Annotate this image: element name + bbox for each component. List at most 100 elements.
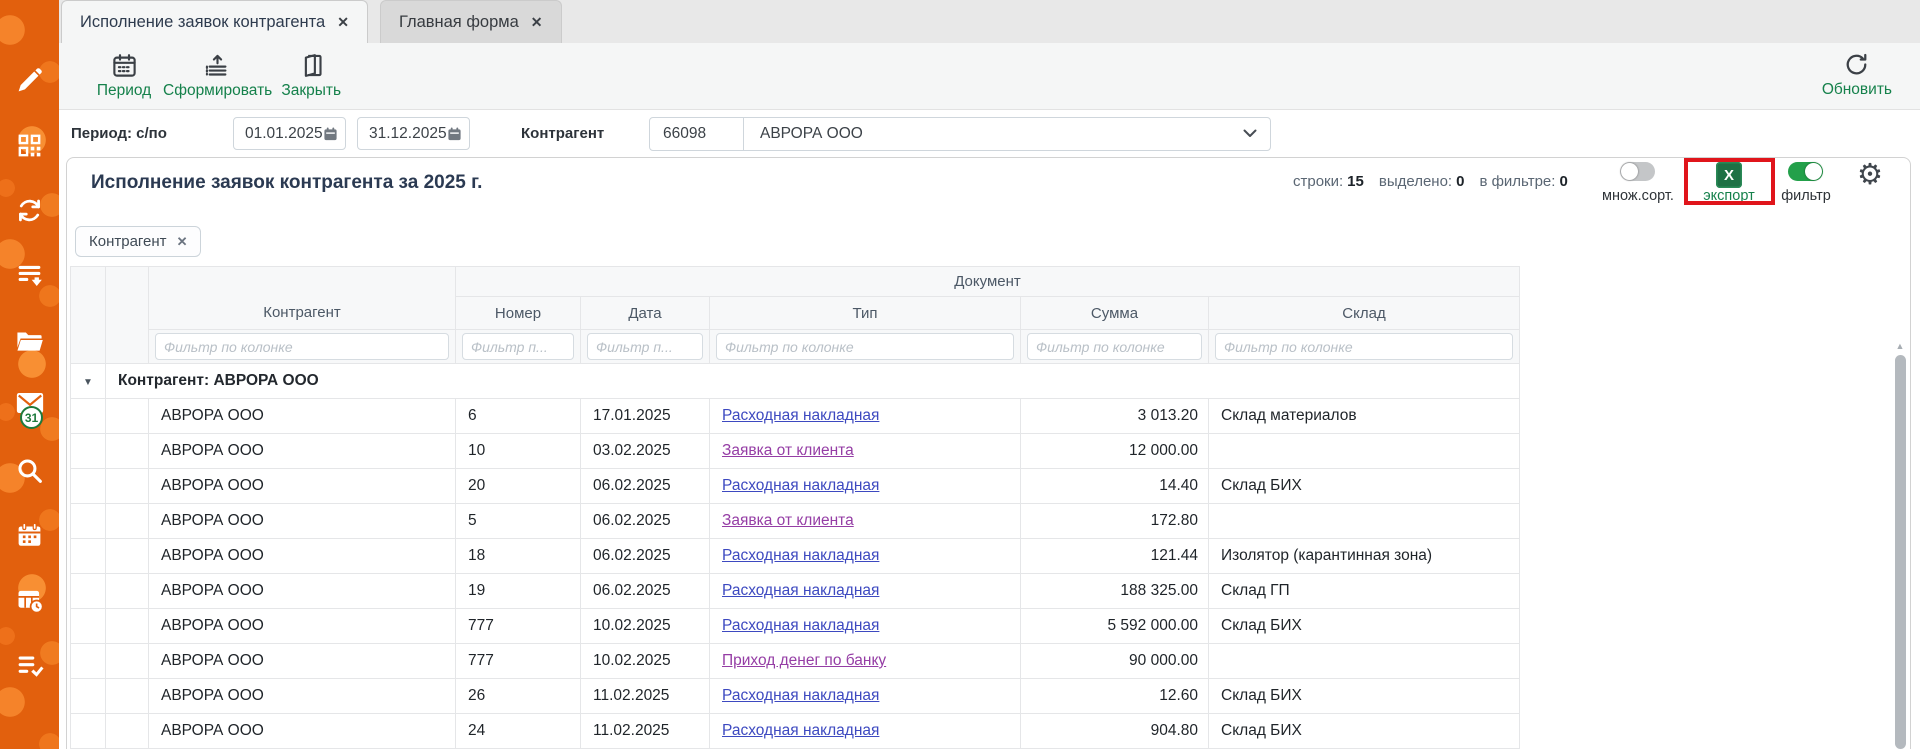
cell-sum: 172.80 <box>1020 503 1209 539</box>
column-header-data[interactable]: Дата <box>580 296 710 330</box>
tab-label: Главная форма <box>398 12 519 31</box>
mail-icon[interactable]: 31 <box>0 390 59 429</box>
column-header-summa[interactable]: Сумма <box>1020 296 1209 330</box>
table-row[interactable]: АВРОРА ООО 19 06.02.2025 Расходная накла… <box>70 573 1521 609</box>
cell-sum: 188 325.00 <box>1020 573 1209 609</box>
cell-date: 10.02.2025 <box>580 608 710 644</box>
group-row[interactable]: ▼ Контрагент: АВРОРА ООО <box>70 363 1521 399</box>
print-queue-icon[interactable] <box>0 261 59 290</box>
cell-contragent: АВРОРА ООО <box>148 503 456 539</box>
vertical-scrollbar[interactable]: ▲ <box>1894 341 1906 749</box>
filter-toggle-label: фильтр <box>1781 188 1831 204</box>
document-link[interactable]: Расходная накладная <box>722 582 880 599</box>
refresh-button[interactable]: Обновить <box>1822 51 1892 99</box>
column-header-contragent[interactable]: Контрагент <box>148 266 456 330</box>
cell-date: 10.02.2025 <box>580 643 710 679</box>
cell-date: 03.02.2025 <box>580 433 710 469</box>
multisort-toggle[interactable] <box>1620 162 1655 181</box>
close-icon[interactable]: ✕ <box>176 233 188 249</box>
tab-glavnaya-forma[interactable]: Главная форма ✕ <box>379 0 562 43</box>
scroll-up-icon[interactable]: ▲ <box>1895 341 1905 351</box>
report-table-icon[interactable] <box>0 586 59 615</box>
task-list-icon[interactable] <box>0 651 59 680</box>
expand-column-header <box>70 266 106 364</box>
door-icon <box>298 52 325 79</box>
cell-contragent: АВРОРА ООО <box>148 608 456 644</box>
column-header-tip[interactable]: Тип <box>709 296 1021 330</box>
filter-input-summa[interactable] <box>1027 333 1202 360</box>
table-row[interactable]: АВРОРА ООО 777 10.02.2025 Приход денег п… <box>70 643 1521 679</box>
cell-date: 06.02.2025 <box>580 573 710 609</box>
document-link[interactable]: Расходная накладная <box>722 617 880 634</box>
document-link[interactable]: Приход денег по банку <box>722 652 887 669</box>
filter-bar: Период: с/по 01.01.2025 31.12.2025 Контр… <box>59 110 1920 157</box>
date-from-input[interactable]: 01.01.2025 <box>233 117 346 150</box>
report-panel: Исполнение заявок контрагента за 2025 г.… <box>66 157 1911 749</box>
document-link[interactable]: Расходная накладная <box>722 407 880 424</box>
filter-input-sklad[interactable] <box>1215 333 1514 360</box>
period-button[interactable]: Период <box>85 52 163 100</box>
calendar-icon[interactable] <box>323 126 338 142</box>
highlight-red-box <box>1684 158 1775 205</box>
generate-report-icon <box>204 52 231 79</box>
document-link[interactable]: Расходная накладная <box>722 687 880 704</box>
contragent-code-field[interactable]: 66098 <box>650 117 744 150</box>
table-row[interactable]: АВРОРА ООО 6 17.01.2025 Расходная наклад… <box>70 398 1521 434</box>
tab-label: Исполнение заявок контрагента <box>80 12 326 31</box>
close-icon[interactable]: ✕ <box>530 13 543 30</box>
cell-number: 24 <box>455 713 581 749</box>
document-link[interactable]: Заявка от клиента <box>722 512 854 529</box>
cell-contragent: АВРОРА ООО <box>148 713 456 749</box>
document-link[interactable]: Расходная накладная <box>722 477 880 494</box>
close-icon[interactable]: ✕ <box>337 13 349 30</box>
cell-date: 06.02.2025 <box>580 538 710 574</box>
cell-contragent: АВРОРА ООО <box>148 573 456 609</box>
contragent-combo[interactable]: 66098 АВРОРА ООО <box>649 116 1271 151</box>
table-row[interactable]: АВРОРА ООО 777 10.02.2025 Расходная накл… <box>70 608 1521 644</box>
cell-date: 06.02.2025 <box>580 468 710 504</box>
collapse-triangle-icon[interactable]: ▼ <box>83 377 93 388</box>
cell-warehouse: Склад БИХ <box>1207 678 1521 714</box>
table-row[interactable]: АВРОРА ООО 20 06.02.2025 Расходная накла… <box>70 468 1521 504</box>
search-icon[interactable] <box>0 456 59 485</box>
contragent-filter-chip[interactable]: Контрагент ✕ <box>75 226 202 257</box>
document-link[interactable]: Расходная накладная <box>722 547 880 564</box>
table-row[interactable]: АВРОРА ООО 10 03.02.2025 Заявка от клиен… <box>70 433 1521 469</box>
table-row[interactable]: АВРОРА ООО 24 11.02.2025 Расходная накла… <box>70 713 1521 749</box>
table-row[interactable]: АВРОРА ООО 26 11.02.2025 Расходная накла… <box>70 678 1521 714</box>
scrollbar-thumb[interactable] <box>1894 355 1906 749</box>
filter-input-tip[interactable] <box>716 333 1014 360</box>
cell-contragent: АВРОРА ООО <box>148 678 456 714</box>
filter-toggle[interactable] <box>1788 162 1823 181</box>
cell-warehouse <box>1207 643 1521 679</box>
calendar-icon[interactable] <box>447 126 462 142</box>
filter-input-nomer[interactable] <box>462 333 574 360</box>
excel-export-icon[interactable]: X <box>1716 162 1742 188</box>
filter-input-contragent[interactable] <box>155 333 449 360</box>
close-button-label: Закрыть <box>281 82 342 99</box>
group-row-label: Контрагент: АВРОРА ООО <box>105 363 1521 399</box>
cell-warehouse <box>1207 503 1521 539</box>
folder-open-icon[interactable] <box>0 327 59 356</box>
document-link[interactable]: Расходная накладная <box>722 722 880 739</box>
export-link[interactable]: экспорт <box>1703 188 1755 204</box>
edit-pencil-icon[interactable] <box>0 66 59 95</box>
calendar-icon[interactable] <box>0 521 59 550</box>
close-form-button[interactable]: Закрыть <box>272 52 350 100</box>
gear-icon[interactable]: ⚙ <box>1857 159 1883 191</box>
generate-button[interactable]: Сформировать <box>163 52 272 100</box>
tab-ispolnenie-zayavok[interactable]: Исполнение заявок контрагента ✕ <box>61 0 368 43</box>
column-header-sklad[interactable]: Склад <box>1207 296 1521 330</box>
mail-badge: 31 <box>20 406 43 429</box>
table-row[interactable]: АВРОРА ООО 5 06.02.2025 Заявка от клиент… <box>70 503 1521 539</box>
cell-number: 777 <box>455 643 581 679</box>
column-header-nomer[interactable]: Номер <box>455 296 581 330</box>
date-to-input[interactable]: 31.12.2025 <box>357 117 470 150</box>
refresh-button-label: Обновить <box>1821 81 1892 98</box>
sync-icon[interactable] <box>0 196 59 225</box>
table-row[interactable]: АВРОРА ООО 18 06.02.2025 Расходная накла… <box>70 538 1521 574</box>
filter-input-data[interactable] <box>587 333 703 360</box>
document-link[interactable]: Заявка от клиента <box>722 442 854 459</box>
qr-code-icon[interactable] <box>0 131 59 160</box>
chevron-down-icon[interactable] <box>1243 129 1270 138</box>
